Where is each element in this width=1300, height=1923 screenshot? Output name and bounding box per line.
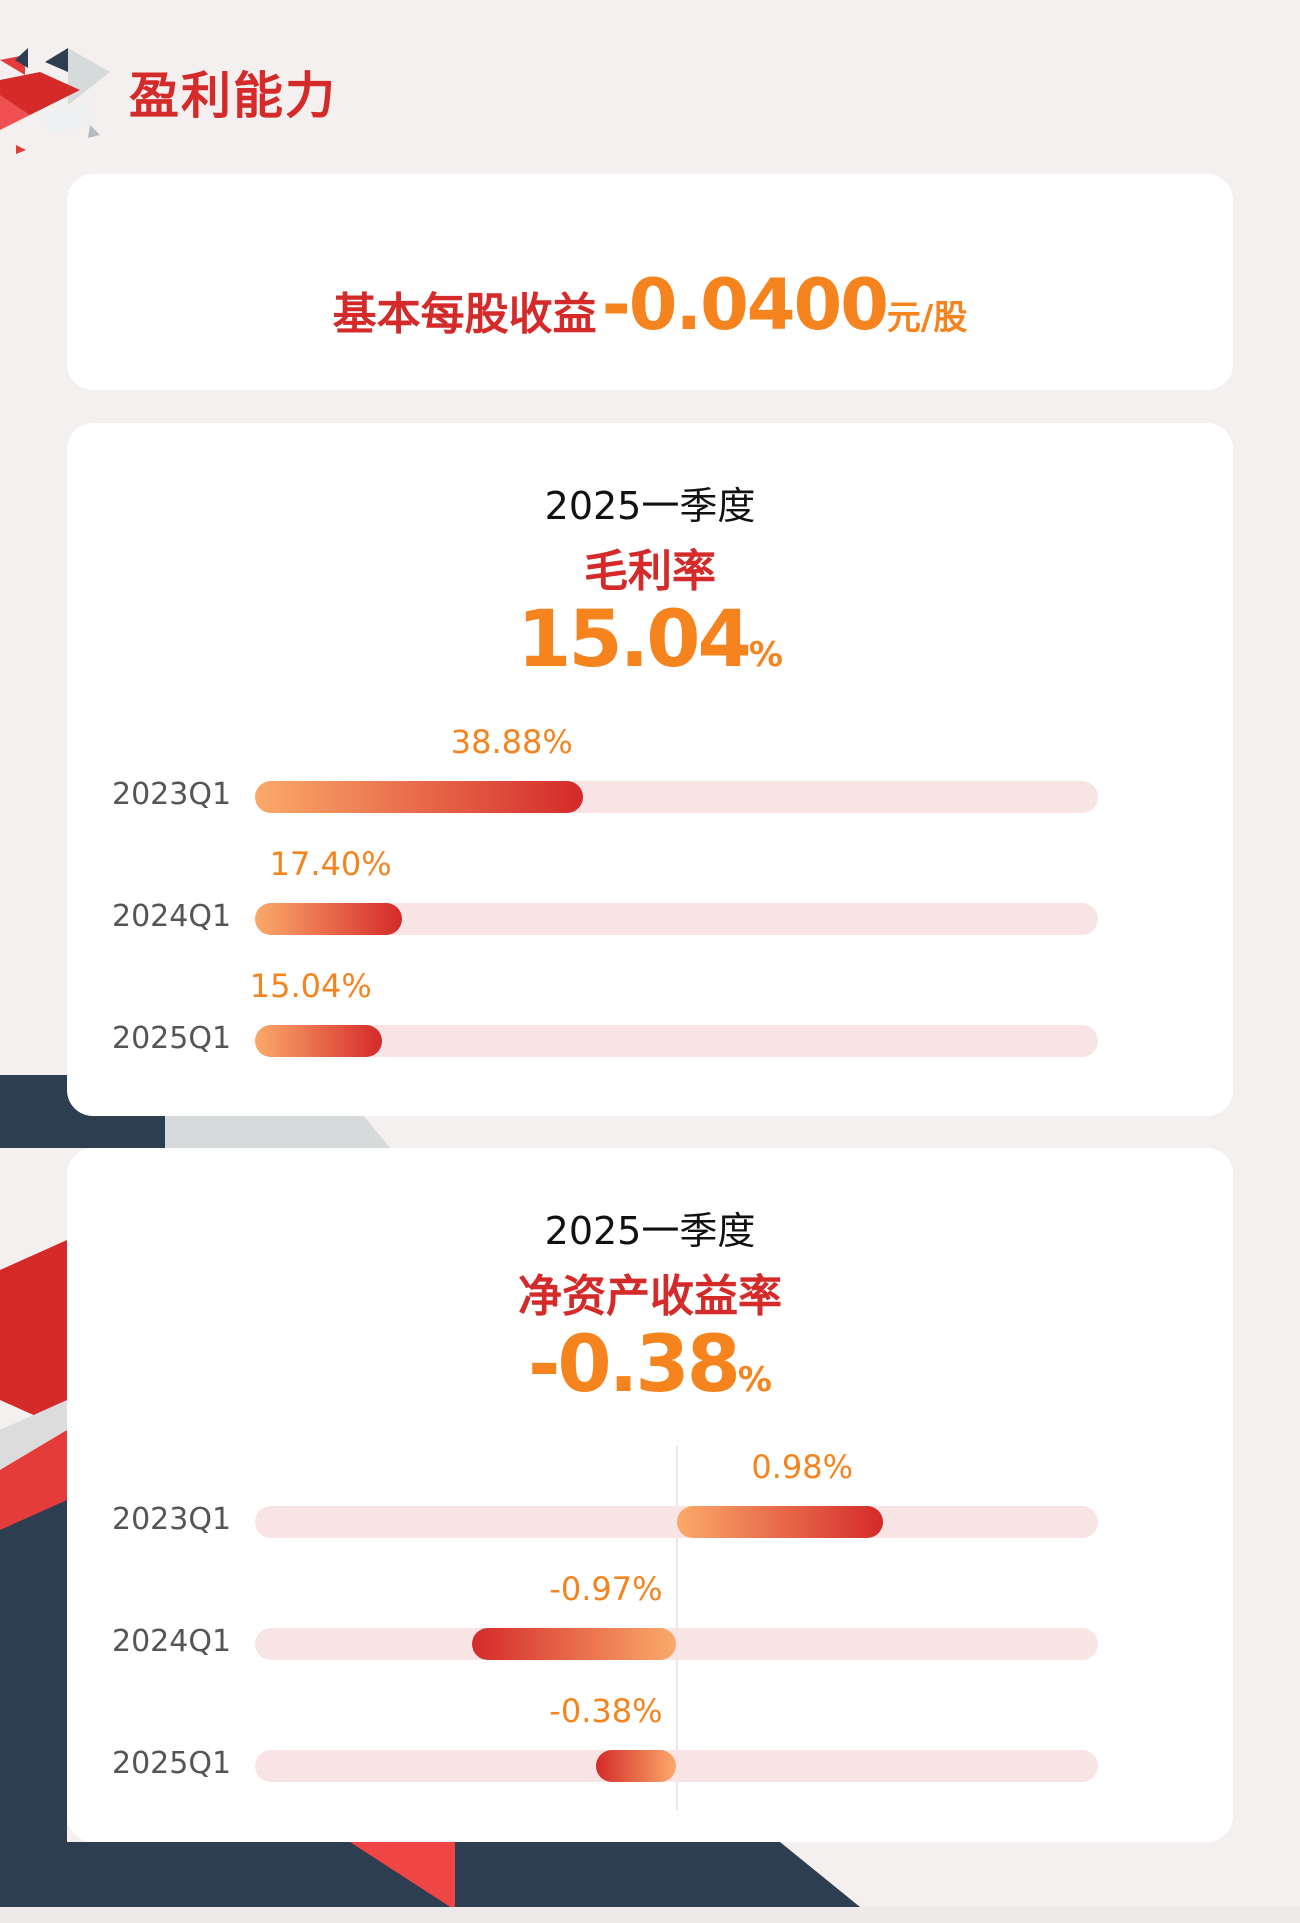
eps-unit: 元/股: [886, 298, 968, 338]
bar: [676, 1506, 884, 1538]
gross-margin-card: 2025一季度 毛利率 15.04% 2023Q1 38.88% 2024Q1 17.…: [67, 423, 1233, 1116]
period-label: 2025一季度: [544, 1209, 756, 1253]
bar-value-label: 15.04%: [249, 967, 372, 1005]
metric-number: -0.38: [528, 1320, 741, 1410]
bar-value-label: 38.88%: [450, 723, 573, 761]
bar: [472, 1628, 677, 1660]
eps-label: 基本每股收益: [332, 289, 597, 340]
bar-track: [255, 1025, 1098, 1057]
category-label: 2024Q1: [112, 1624, 232, 1659]
bar-value-label: -0.97%: [549, 1570, 663, 1608]
bar-value-label: 0.98%: [751, 1448, 854, 1486]
metric-unit: %: [748, 635, 783, 675]
category-label: 2023Q1: [112, 1502, 232, 1537]
metric-value: -0.38%: [67, 1320, 1233, 1410]
bar: [255, 1025, 382, 1057]
bar-value-label: 17.40%: [269, 845, 392, 883]
metric-title: 毛利率: [584, 546, 716, 597]
eps-value: -0.0400: [601, 264, 889, 346]
bar-track: [255, 1628, 1098, 1660]
roe-card: 2025一季度 净资产收益率 -0.38% 2023Q1 0.98% 2024Q1 -…: [67, 1148, 1233, 1842]
bar: [255, 903, 402, 935]
category-label: 2024Q1: [112, 899, 232, 934]
bar: [596, 1750, 677, 1782]
bar: [255, 781, 583, 813]
category-label: 2025Q1: [112, 1746, 232, 1781]
category-label: 2023Q1: [112, 777, 232, 812]
metric-number: 15.04: [517, 595, 752, 685]
bar-value-label: -0.38%: [549, 1692, 663, 1730]
eps-card: 基本每股收益 -0.0400元/股: [67, 174, 1233, 390]
category-label: 2025Q1: [112, 1021, 232, 1056]
section-title: 盈利能力: [129, 67, 337, 125]
metric-title: 净资产收益率: [518, 1271, 782, 1322]
eps-line: 基本每股收益 -0.0400元/股: [67, 264, 1233, 346]
metric-unit: %: [737, 1360, 772, 1400]
metric-value: 15.04%: [67, 595, 1233, 685]
period-label: 2025一季度: [544, 484, 756, 528]
bar-track: [255, 1750, 1098, 1782]
